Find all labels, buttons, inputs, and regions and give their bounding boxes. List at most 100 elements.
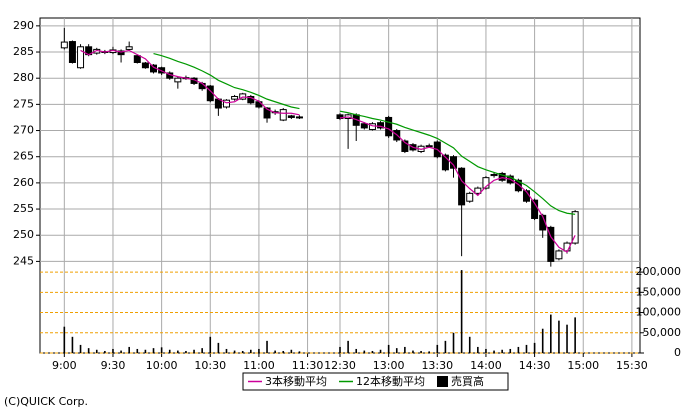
y-tick-label: 280 xyxy=(13,71,34,84)
volume-bar xyxy=(363,350,366,353)
candle-body xyxy=(263,107,271,119)
y-tick-label: 245 xyxy=(13,254,34,267)
volume-bar xyxy=(144,349,147,353)
volume-bar xyxy=(185,350,187,353)
candle-body xyxy=(279,109,287,121)
volume-bar xyxy=(258,348,260,353)
volume-bar xyxy=(152,348,155,353)
x-tick-label: 11:00 xyxy=(243,359,275,372)
candle-body xyxy=(482,177,490,189)
volume-tick-label: 100,000 xyxy=(636,306,682,319)
volume-bar xyxy=(112,348,114,353)
y-tick-label: 270 xyxy=(13,124,34,137)
copyright: (C)QUICK Corp. xyxy=(4,395,88,408)
volume-bar xyxy=(274,350,276,353)
volume-bar xyxy=(574,317,576,353)
candle-body xyxy=(77,46,85,69)
volume-bar xyxy=(460,270,463,353)
volume-bar xyxy=(379,349,382,353)
volume-bar xyxy=(395,348,398,353)
candle-body xyxy=(555,250,563,260)
candle-body xyxy=(117,50,125,56)
candle-body xyxy=(458,167,466,206)
candle-body xyxy=(287,115,295,118)
volume-bar xyxy=(104,350,106,353)
volume-bar xyxy=(136,348,139,353)
volume-bar xyxy=(209,336,212,353)
volume-tick-label: 0 xyxy=(674,346,681,359)
legend-label: 12本移動平均 xyxy=(356,374,425,388)
legend-swatch xyxy=(437,376,448,387)
volume-bar xyxy=(160,347,163,353)
volume-bar xyxy=(558,320,560,353)
volume-bar xyxy=(412,350,414,353)
y-tick-label: 290 xyxy=(13,19,34,32)
candle-body xyxy=(141,62,149,69)
volume-bar xyxy=(550,314,552,353)
volume-bar xyxy=(533,342,536,353)
volume-bar xyxy=(485,348,487,353)
moving-average-line xyxy=(153,53,576,215)
candle-body xyxy=(498,172,506,181)
moving-average-line xyxy=(80,49,576,253)
x-tick-label: 12:30 xyxy=(324,359,356,372)
volume-bar xyxy=(168,349,171,353)
volume-bar xyxy=(428,351,430,353)
volume-tick-label: 50,000 xyxy=(643,326,682,339)
volume-bar xyxy=(517,346,520,353)
x-tick-label: 13:00 xyxy=(373,359,405,372)
volume-bar xyxy=(282,350,285,353)
x-tick-label: 14:00 xyxy=(470,359,502,372)
volume-bar xyxy=(566,324,568,353)
candle-body xyxy=(514,179,522,192)
candle-body xyxy=(531,199,539,219)
candle-body xyxy=(474,187,482,194)
volume-bar xyxy=(233,350,236,353)
candle-body xyxy=(385,116,393,137)
volume-bar xyxy=(347,340,349,353)
candle-body xyxy=(60,41,68,49)
legend-label: 売買高 xyxy=(451,374,484,388)
x-tick-label: 15:00 xyxy=(567,359,599,372)
volume-tick-label: 200,000 xyxy=(636,265,682,278)
y-tick-label: 250 xyxy=(13,228,34,241)
volume-bar xyxy=(436,344,439,353)
y-tick-label: 260 xyxy=(13,176,34,189)
candle-body xyxy=(401,140,409,152)
x-tick-label: 11:30 xyxy=(292,359,324,372)
volume-bar xyxy=(452,332,455,353)
volume-bar xyxy=(266,340,268,353)
candle-body xyxy=(490,174,498,177)
volume-bar xyxy=(71,336,74,353)
volume-bar xyxy=(87,348,90,353)
volume-bar xyxy=(387,344,390,353)
volume-bar xyxy=(493,350,495,353)
volume-bar xyxy=(120,350,122,353)
volume-bar xyxy=(177,350,179,353)
y-tick-label: 255 xyxy=(13,202,34,215)
volume-bar xyxy=(468,336,471,353)
x-tick-label: 15:30 xyxy=(616,359,648,372)
volume-bar xyxy=(217,342,220,353)
y-tick-label: 285 xyxy=(13,45,34,58)
volume-bar xyxy=(201,348,203,353)
x-tick-label: 10:00 xyxy=(146,359,178,372)
volume-bar xyxy=(128,346,130,353)
volume-bar xyxy=(79,344,82,353)
volume-bar xyxy=(225,348,228,353)
x-tick-label: 9:30 xyxy=(101,359,126,372)
candle-body xyxy=(68,41,76,63)
candle-body xyxy=(174,77,182,83)
volume-bar xyxy=(404,346,406,353)
candle-body xyxy=(360,123,368,129)
candle-body xyxy=(336,114,344,119)
legend-label: 3本移動平均 xyxy=(265,374,327,388)
volume-bar xyxy=(250,349,252,353)
volume-bar xyxy=(193,349,195,353)
volume-bar xyxy=(477,346,479,353)
candle-body xyxy=(125,46,133,50)
candle-body xyxy=(571,211,579,244)
candle-body xyxy=(466,192,474,202)
volume-bar xyxy=(371,350,374,353)
candle-body xyxy=(547,226,555,262)
